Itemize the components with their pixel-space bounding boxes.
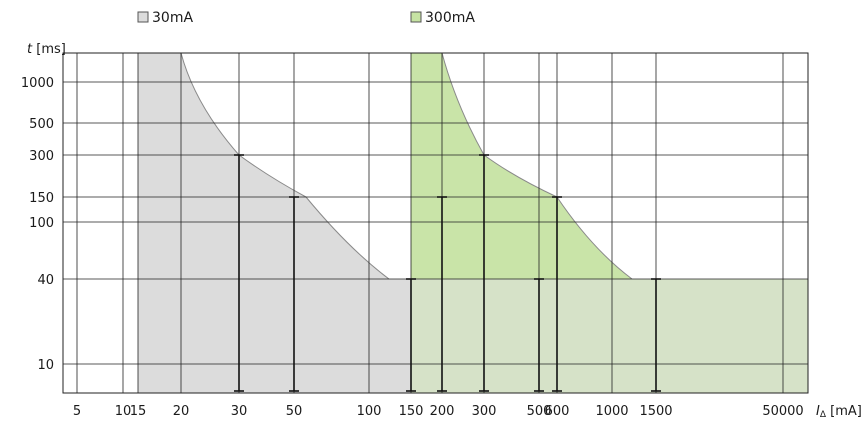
marker-300ma-500 [534,278,544,392]
marker-300ma-600 [552,196,562,392]
plot-areas [138,52,808,393]
x-tick-1000: 1000 [595,404,628,419]
y-axis-symbol: t [27,42,33,57]
x-tick-30: 30 [231,404,248,419]
x-tick-5: 5 [73,404,81,419]
marker-300ma-1500 [651,278,661,392]
y-tick-150: 150 [29,191,54,206]
x-tick-200: 200 [430,404,455,419]
legend-swatch-30ma [137,11,149,23]
y-tick-1000: 1000 [21,76,54,91]
y-tick-500: 500 [29,117,54,132]
x-tick-15: 15 [130,404,147,419]
y-axis-unit: [ms] [32,42,66,57]
y-tick-100: 100 [29,216,54,231]
x-tick-100: 100 [357,404,382,419]
curve-30ma [180,52,390,280]
x-tick-1500: 1500 [639,404,672,419]
y-tick-10: 10 [37,358,54,373]
overlap-area [411,279,808,393]
y-axis-title: t [ms] [27,42,66,57]
marker-300ma-300 [479,154,489,392]
x-tick-10: 10 [115,404,132,419]
area-30ma [138,53,411,393]
x-tick-50000: 50000 [762,404,803,419]
x-tick-20: 20 [173,404,190,419]
x-tick-300: 300 [472,404,497,419]
x-tick-150: 150 [399,404,424,419]
x-tick-50: 50 [286,404,303,419]
x-axis-title: IΔ [mA] [816,404,862,420]
plot-frame [62,52,809,394]
y-tick-labels: 1000 500 300 150 100 40 10 [21,76,54,373]
tripping-markers [234,154,661,392]
legend-label-300ma: 300mA [425,10,475,26]
x-axis-symbol: I [816,404,820,419]
x-tick-500: 500 [527,404,552,419]
y-tick-300: 300 [29,149,54,164]
legend: 30mA 300mA [137,10,475,26]
marker-30ma-50 [289,196,299,392]
x-axis-unit: [mA] [826,404,862,419]
marker-30ma-150 [406,278,416,392]
marker-30ma-30 [234,154,244,392]
y-tick-40: 40 [37,273,54,288]
legend-swatch-300ma [410,11,422,23]
marker-300ma-200 [437,196,447,392]
x-tick-600: 600 [545,404,570,419]
curve-300ma [441,52,633,280]
legend-label-30ma: 30mA [152,10,193,26]
x-axis-subscript: Δ [820,410,827,420]
